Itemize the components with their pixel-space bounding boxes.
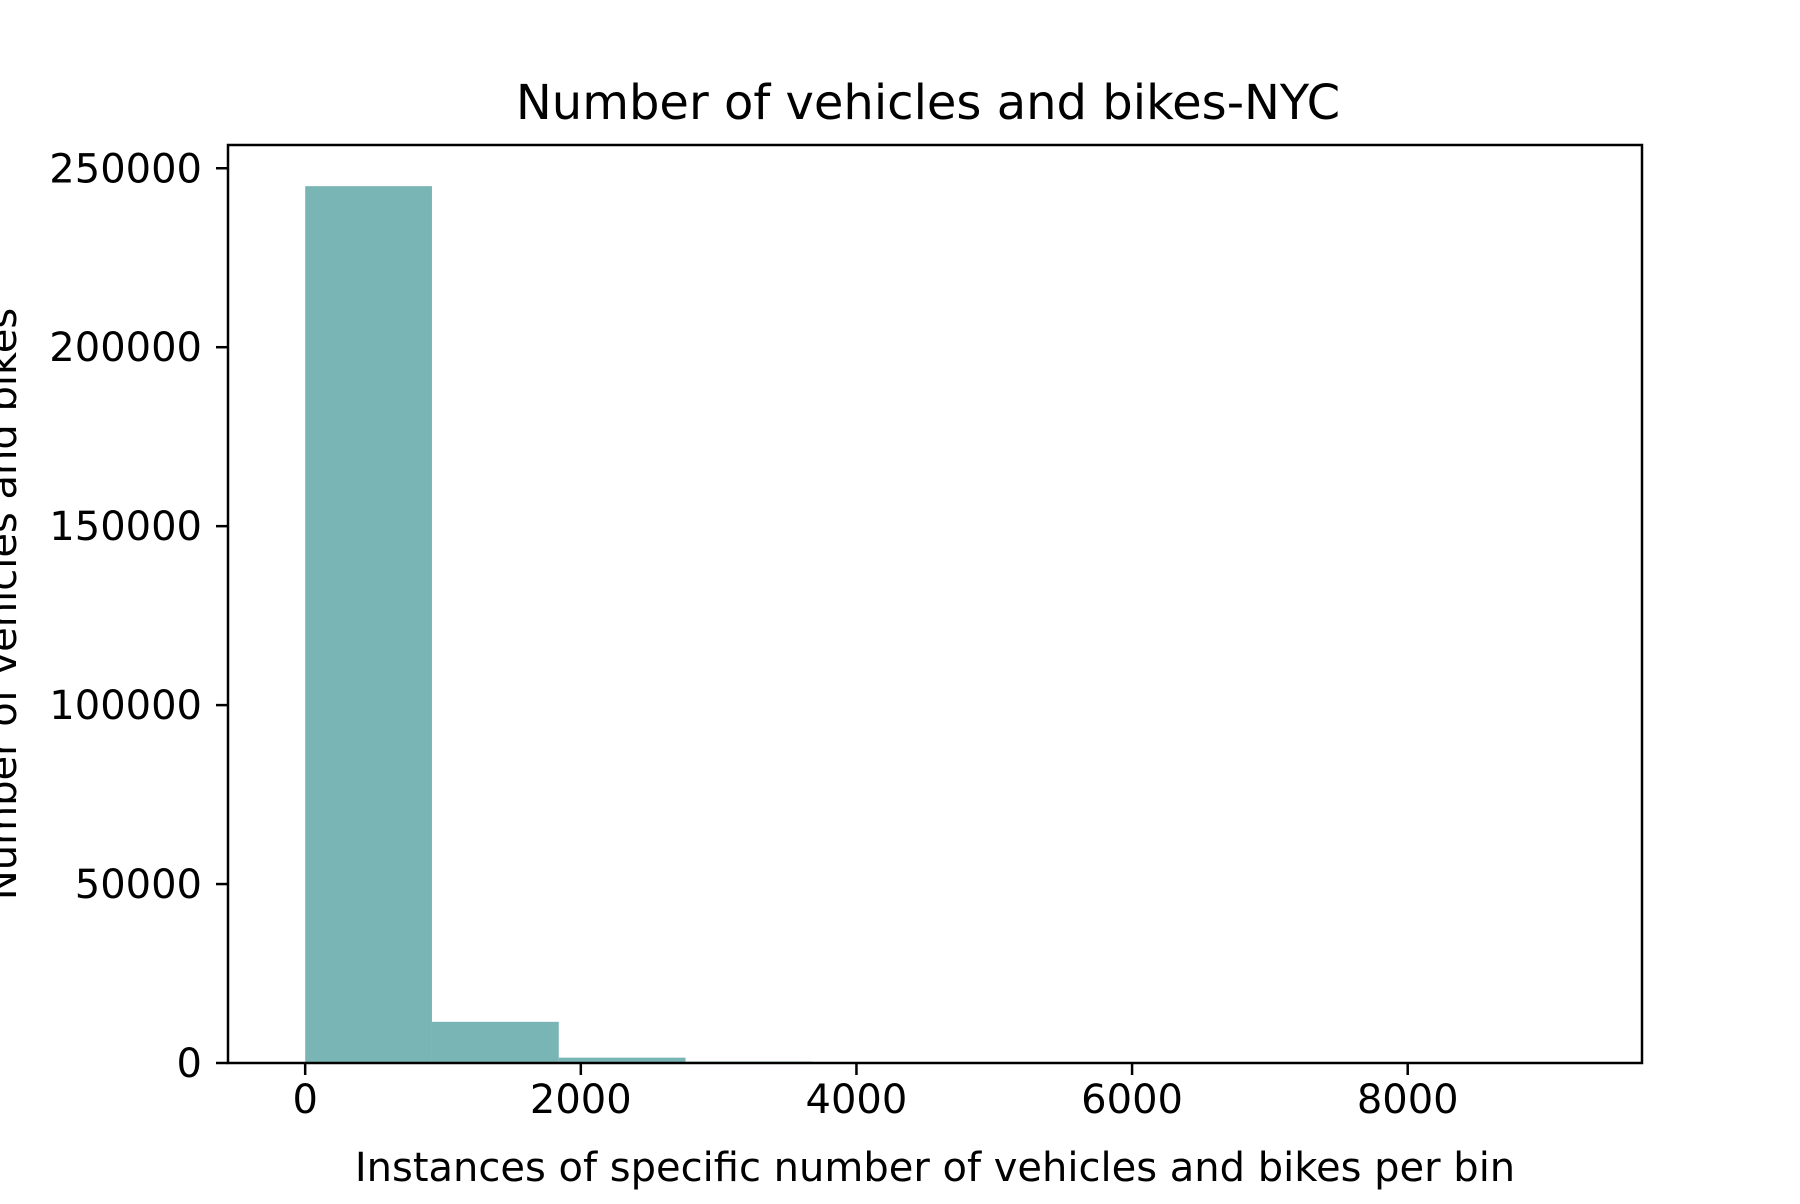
y-tick-label: 250000 [49,146,202,192]
y-axis-ticks: 0 50000 100000 150000 200000 250000 [49,146,228,1087]
x-tick-label: 8000 [1357,1077,1459,1123]
y-tick-label: 50000 [75,862,202,908]
plot-frame [226,143,1644,1065]
x-tick-label: 4000 [806,1077,908,1123]
y-tick-label: 100000 [49,683,202,729]
x-axis-label: Instances of specific number of vehicles… [355,1145,1515,1191]
x-tick-label: 0 [292,1077,317,1123]
bars-layer [305,186,940,1063]
x-tick-label: 2000 [530,1077,632,1123]
y-tick-label: 200000 [49,325,202,371]
histogram-bar-1 [431,1021,559,1063]
histogram-bar-0 [305,186,432,1063]
y-axis-label: Number of vehicles and bikes [0,308,26,900]
y-tick-label: 150000 [49,504,202,550]
histogram-bar-2 [558,1057,686,1063]
chart-title: Number of vehicles and bikes-NYC [516,75,1340,131]
x-tick-label: 6000 [1081,1077,1183,1123]
y-tick-label: 0 [177,1041,202,1087]
x-axis-ticks: 0 2000 4000 6000 8000 [292,1063,1459,1123]
